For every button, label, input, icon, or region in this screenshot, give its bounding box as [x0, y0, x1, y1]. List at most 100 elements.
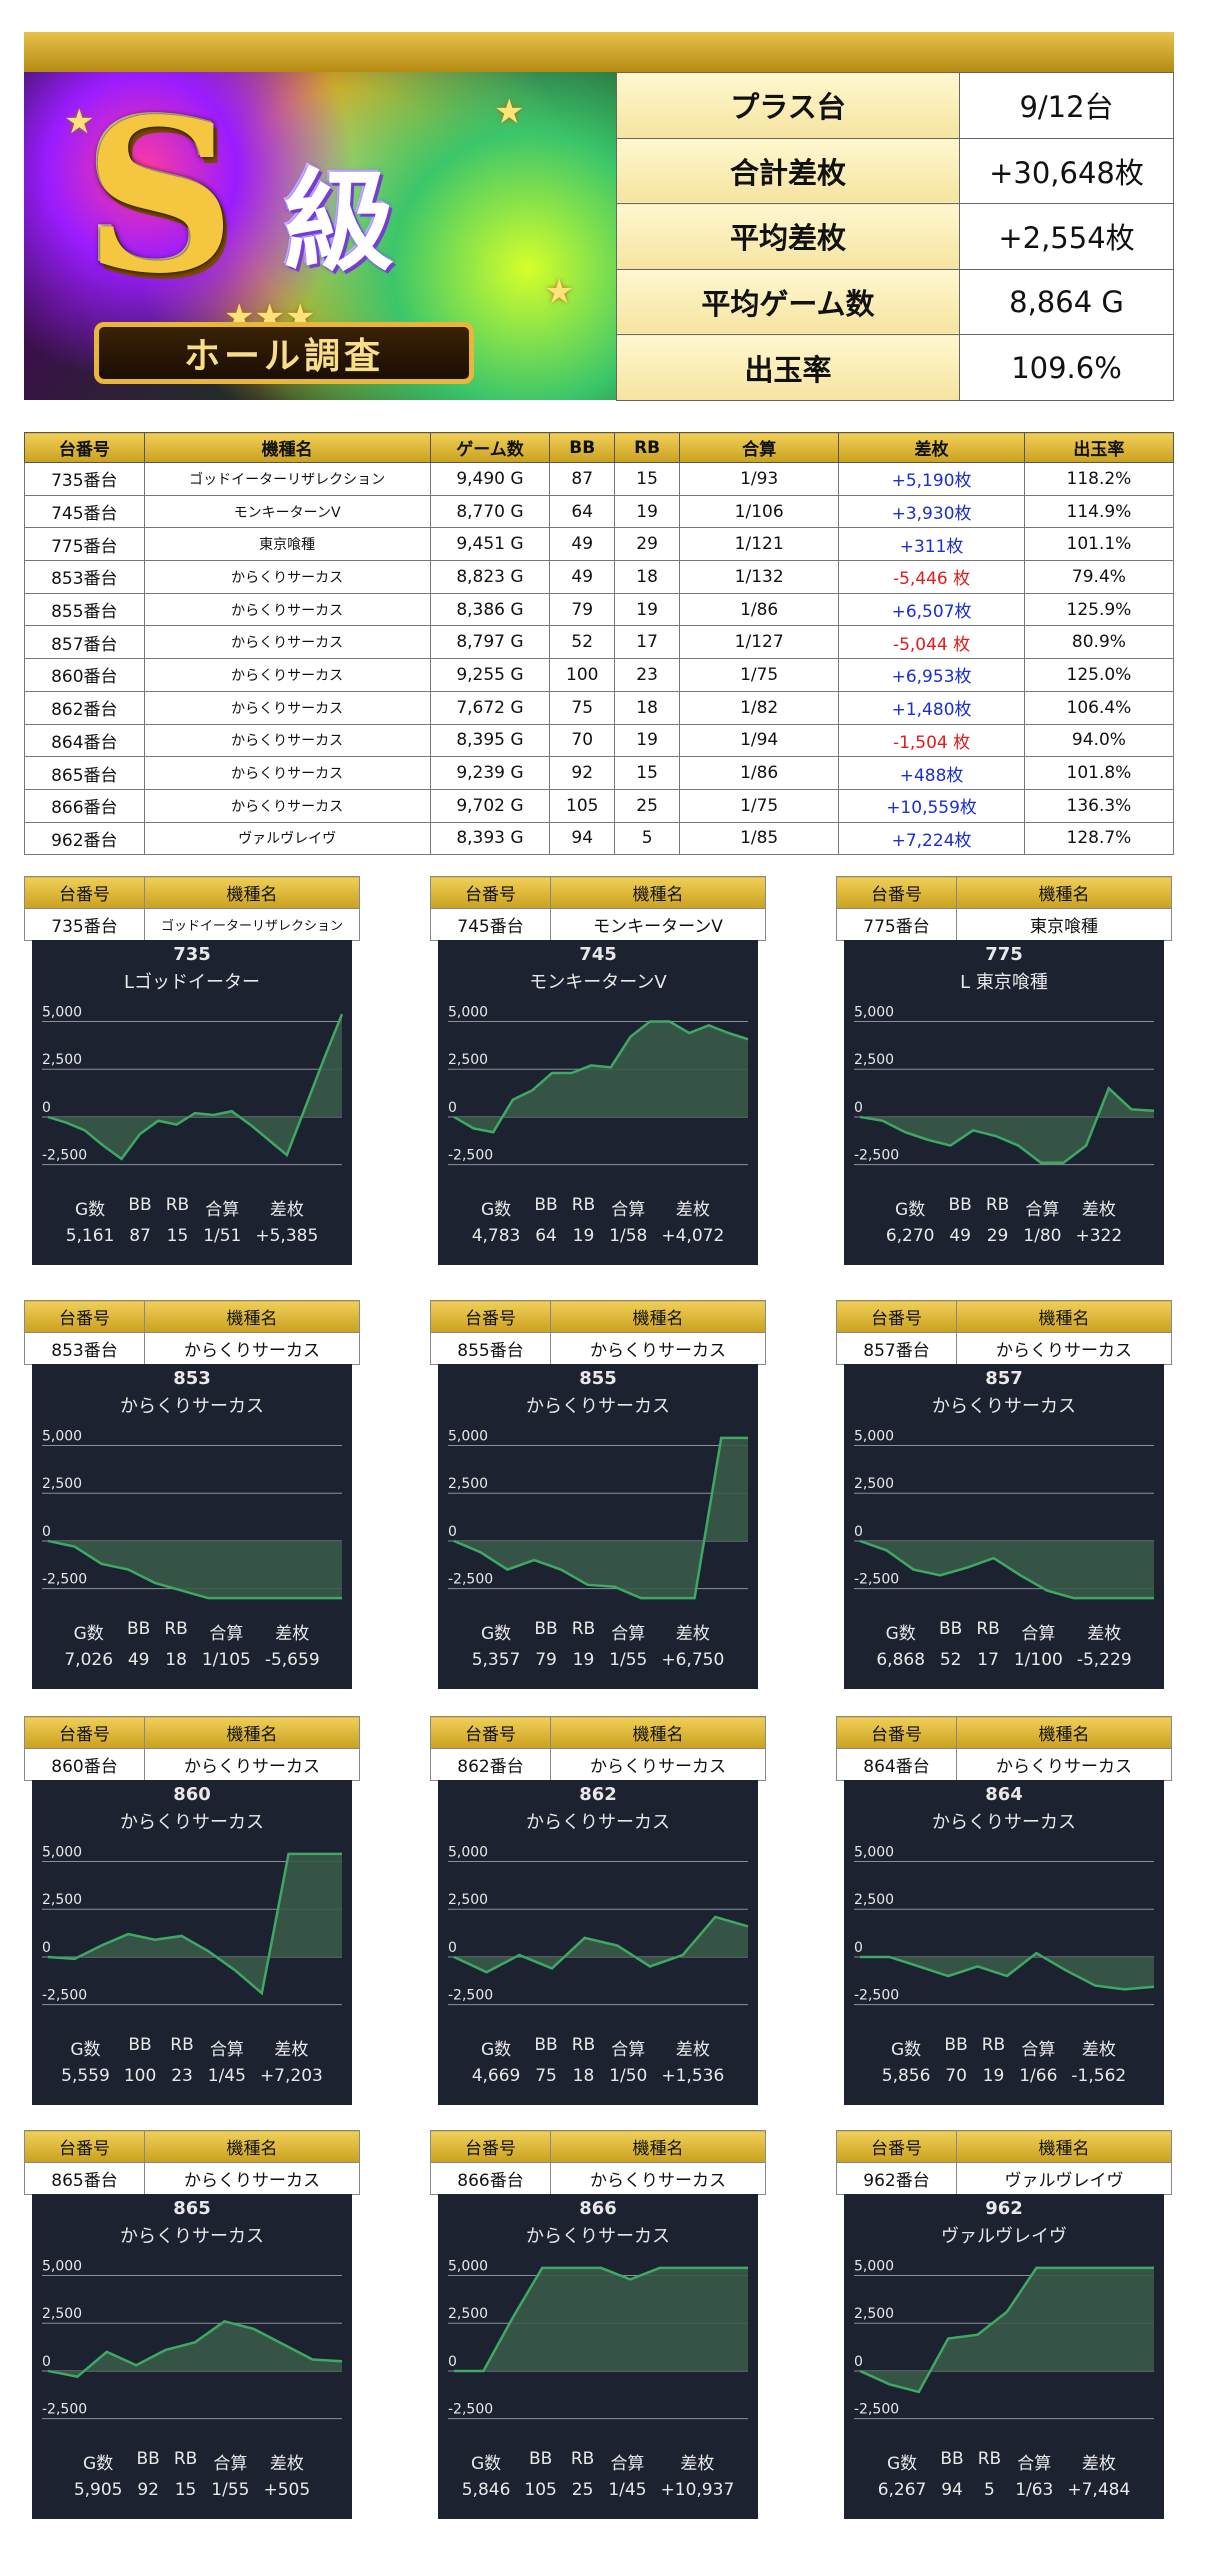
stat-header: BB: [944, 2035, 968, 2055]
card-header-model: 機種名: [144, 876, 360, 909]
stat-header: 差枚: [1081, 2040, 1116, 2060]
stat-value: 19: [572, 1226, 595, 1246]
stat-value: 1/100: [1013, 1650, 1063, 1670]
card-model: からくりサーカス: [956, 1332, 1172, 1365]
stat-value: 105: [524, 2480, 557, 2500]
stat-header: G数: [74, 1200, 106, 1220]
stat-header: G数: [83, 2454, 114, 2474]
y-tick-label: 5,000: [854, 1005, 894, 1021]
stat-value: 5,357: [471, 1650, 521, 1670]
table-cell: +6,953枚: [838, 658, 1025, 692]
stat-value: 1/58: [609, 1226, 648, 1246]
table-cell: +7,224枚: [838, 821, 1025, 856]
y-tick-label: 2,500: [854, 1476, 894, 1492]
table-cell: 15: [614, 462, 681, 496]
chart-title: からくりサーカス: [526, 2226, 670, 2247]
stat-header: 差枚: [1087, 1624, 1122, 1644]
table-cell: からくりサーカス: [143, 560, 431, 594]
y-tick-label: 5,000: [854, 1429, 894, 1445]
balance-line-chart: 5,000 2,500 0 -2,500: [448, 1429, 748, 1600]
card-header-machine-no: 台番号: [24, 1300, 145, 1333]
table-cell: 857番台: [24, 625, 145, 660]
stat-header: 差枚: [274, 2040, 309, 2060]
y-tick-label: 2,500: [448, 1476, 488, 1492]
chart-title: モンキーターンV: [529, 972, 667, 993]
card-header-table: 台番号 機種名 775番台 東京喰種: [836, 876, 1172, 941]
balance-line-chart: 5,000 2,500 0 -2,500: [854, 1845, 1155, 2006]
column-header: RB: [614, 432, 681, 463]
table-cell: 8,395 G: [429, 723, 551, 758]
balance-line: [454, 2266, 748, 2373]
y-tick-label: -2,500: [448, 1988, 493, 2004]
chart-machine-number: 962: [985, 2198, 1023, 2219]
summary-row: 平均ゲーム数 8,864 G: [616, 268, 1174, 336]
y-tick-label: 2,500: [42, 1892, 82, 1908]
table-cell: +10,559枚: [838, 788, 1025, 823]
stat-value: +505: [263, 2480, 311, 2500]
y-tick-label: 2,500: [448, 1052, 488, 1068]
stat-value: 19: [572, 1650, 595, 1670]
stat-value: 70: [945, 2066, 967, 2086]
table-cell: 1/75: [679, 788, 840, 823]
table-cell: 101.8%: [1023, 756, 1175, 790]
y-tick-label: 2,500: [854, 2306, 894, 2322]
balance-line: [859, 2266, 1154, 2394]
card-header-model: 機種名: [144, 1300, 360, 1333]
machine-chart-card: 台番号 機種名 855番台 からくりサーカス 855 からくりサーカス 5,000 2,500…: [430, 1300, 766, 1700]
table-row: 865番台 からくりサーカス 9,239 G 92 15 1/86 +488枚 101.8%: [24, 756, 1175, 790]
stat-header: BB: [128, 2035, 152, 2055]
card-header-table: 台番号 機種名 862番台 からくりサーカス: [430, 1716, 766, 1781]
stat-value: 7,026: [64, 1650, 114, 1670]
table-cell: 864番台: [24, 723, 145, 758]
chart-machine-number: 857: [985, 1368, 1023, 1389]
stat-header: BB: [127, 1619, 151, 1639]
y-tick-label: -2,500: [42, 2402, 87, 2418]
stat-header: RB: [981, 2035, 1006, 2055]
card-machine-no: 857番台: [836, 1332, 957, 1365]
chart-machine-number: 775: [985, 944, 1023, 965]
table-cell: +5,190枚: [838, 462, 1025, 496]
stat-value: 6,868: [876, 1650, 926, 1670]
card-header-machine-no: 台番号: [430, 1300, 551, 1333]
table-cell: 94.0%: [1023, 723, 1175, 758]
y-tick-label: 5,000: [448, 1005, 488, 1021]
summary-value: 109.6%: [959, 334, 1174, 401]
stat-value: +4,072: [661, 1226, 725, 1246]
stat-header: G数: [885, 1624, 916, 1644]
summary-value: +30,648枚: [959, 137, 1174, 205]
table-cell: 8,386 G: [429, 592, 551, 627]
chart-stats: G数 BB RB 合算 差枚 5,846 105 25 1/45 +10,937: [438, 2449, 758, 2500]
table-cell: 19: [614, 723, 681, 758]
card-header-model: 機種名: [550, 2130, 766, 2163]
chart-stats: G数 BB RB 合算 差枚 6,270 49 29 1/80 +322: [844, 1195, 1164, 1246]
table-cell: +1,480枚: [838, 690, 1025, 725]
y-tick-label: 5,000: [448, 1429, 488, 1445]
y-tick-label: 0: [854, 1524, 863, 1540]
table-row: 962番台 ヴァルヴレイヴ 8,393 G 94 5 1/85 +7,224枚 128.7%: [24, 821, 1175, 856]
stat-value: 1/50: [609, 2066, 648, 2086]
table-cell: 106.4%: [1023, 690, 1175, 725]
stat-header: G数: [480, 1200, 512, 1220]
balance-line: [453, 1915, 749, 1974]
column-header: 合算: [679, 432, 840, 463]
stat-header: 合算: [209, 2040, 244, 2060]
table-cell: 79.4%: [1023, 560, 1175, 594]
stat-header: G数: [886, 2454, 918, 2474]
card-header-machine-no: 台番号: [836, 1716, 957, 1749]
chart-panel: 857 からくりサーカス 5,000 2,500 0 -2,500 G数 BB RB 合算 差枚 6,…: [844, 1364, 1164, 1689]
table-cell: からくりサーカス: [143, 592, 431, 627]
stat-value: 5: [984, 2480, 995, 2500]
chart-machine-number: 866: [579, 2198, 617, 2219]
y-tick-label: 5,000: [42, 2259, 82, 2275]
table-cell: 1/132: [679, 560, 840, 594]
table-cell: 962番台: [24, 821, 145, 856]
table-cell: 862番台: [24, 690, 145, 725]
machine-results-table: 台番号 機種名 ゲーム数 BB RB 合算 差枚 出玉率 735番台 ゴッドイーターリザレクショ…: [24, 432, 1175, 856]
table-cell: +311枚: [838, 527, 1025, 562]
stat-value: 49: [127, 1650, 150, 1670]
summary-label: 平均ゲーム数: [616, 268, 960, 336]
card-header-model: 機種名: [956, 1300, 1172, 1333]
balance-area: [860, 2267, 1154, 2392]
table-cell: 125.0%: [1023, 658, 1175, 692]
table-cell: ヴァルヴレイヴ: [143, 821, 431, 856]
